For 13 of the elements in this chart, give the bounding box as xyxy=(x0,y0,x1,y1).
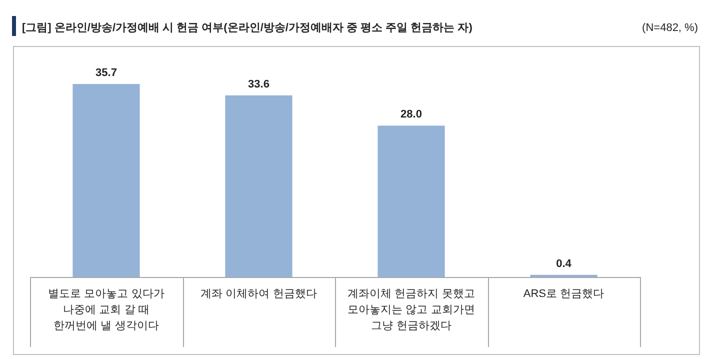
x-tick-label: 계좌 이체하여 헌금했다 xyxy=(200,288,317,300)
data-label: 0.4 xyxy=(556,258,572,270)
text: (N=482, %) xyxy=(642,22,698,34)
x-tick-label: 별도로 모아놓고 있다가 나중에 교회 갈 때 한꺼번에 낼 생각이다 xyxy=(48,288,164,332)
x-tick-label: 계좌이체 헌금하지 못했고 모아놓지는 않고 교회가면 그냥 헌금하겠다 xyxy=(348,288,475,332)
x-tick-label: ARS로 헌금했다 xyxy=(523,288,604,300)
data-label: 28.0 xyxy=(400,108,422,121)
data-label: 35.7 xyxy=(96,67,117,79)
bar xyxy=(72,84,140,277)
bar xyxy=(378,126,445,277)
chart-title: [그림] 온라인/방송/가정예배 시 헌금 여부(온라인/방송/가정예배자 중 평소 주일 헌금하는 자) xyxy=(22,22,473,34)
data-label: 33.6 xyxy=(248,78,270,90)
bar xyxy=(225,95,292,277)
